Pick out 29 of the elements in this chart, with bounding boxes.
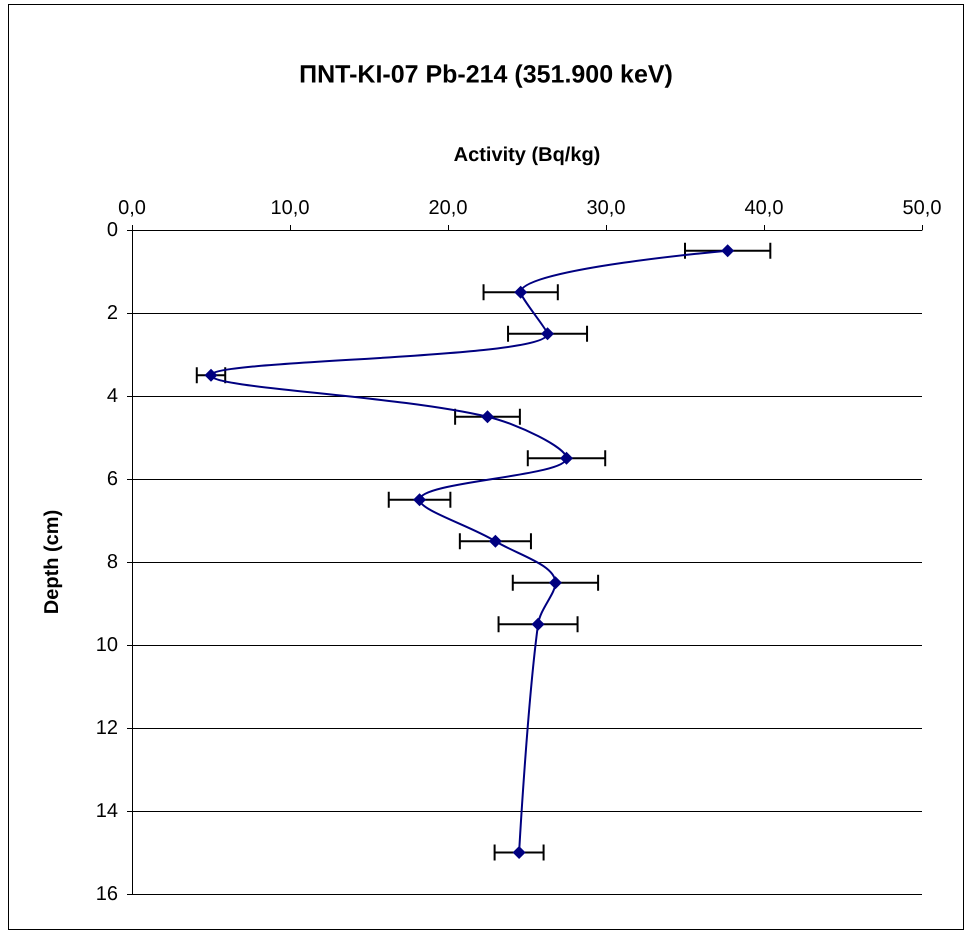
x-tick-label: 10,0 <box>270 197 310 219</box>
y-tick-label: 2 <box>106 302 118 324</box>
point <box>488 534 502 548</box>
x-axis-title: Activity (Bq/kg) <box>454 144 600 166</box>
x-tick-label: 30,0 <box>586 197 626 219</box>
point <box>721 244 734 258</box>
y-axis-title: Depth (cm) <box>41 510 63 614</box>
x-tick-label: 40,0 <box>744 197 784 219</box>
y-tick-label: 10 <box>96 634 118 656</box>
y-tick-label: 4 <box>106 385 118 407</box>
y-tick-label: 8 <box>106 551 118 573</box>
point <box>560 452 573 465</box>
y-tick-label: 0 <box>106 219 118 241</box>
x-tick-label: 0,0 <box>118 197 146 219</box>
point <box>514 286 528 299</box>
y-tick-label: 6 <box>106 468 118 490</box>
point <box>413 493 426 506</box>
y-tick-label: 16 <box>96 883 118 905</box>
chart-title: ПNT-KI-07 Pb-214 (351.900 keV) <box>299 60 673 88</box>
point <box>532 618 545 631</box>
point <box>481 410 494 424</box>
y-tick-label: 14 <box>96 800 118 822</box>
point <box>541 327 554 340</box>
x-tick-label: 50,0 <box>902 197 942 219</box>
x-tick-label: 20,0 <box>428 197 468 219</box>
point <box>548 576 562 590</box>
y-tick-label: 12 <box>96 717 118 739</box>
point <box>204 368 218 382</box>
point <box>512 846 526 859</box>
